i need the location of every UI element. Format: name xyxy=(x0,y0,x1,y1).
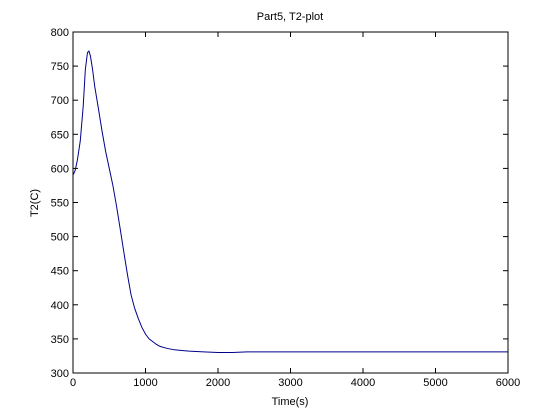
y-axis-label: T2(C) xyxy=(29,189,41,217)
y-tick-label: 800 xyxy=(51,27,69,39)
x-axis-label: Time(s) xyxy=(272,396,309,408)
y-tick-label: 650 xyxy=(51,129,69,141)
y-tick-label: 750 xyxy=(51,61,69,73)
y-tick-label: 550 xyxy=(51,198,69,210)
plot-area xyxy=(72,31,509,374)
x-tick-label: 5000 xyxy=(423,377,447,389)
y-tick-label: 700 xyxy=(51,95,69,107)
axis-ticks: 0 1000 2000 3000 4000 5000 6000 300 350 400 450 500… xyxy=(51,27,521,389)
x-tick-label: 4000 xyxy=(351,377,375,389)
y-tick-label: 500 xyxy=(51,232,69,244)
x-tick-label: 6000 xyxy=(496,377,520,389)
chart-title: Part5, T2-plot xyxy=(257,11,323,23)
x-tick-label: 3000 xyxy=(278,377,302,389)
x-tick-label: 1000 xyxy=(133,377,157,389)
y-tick-label: 450 xyxy=(51,266,69,278)
y-tick-label: 350 xyxy=(51,334,69,346)
series-line xyxy=(72,50,508,354)
x-tick-label: 2000 xyxy=(206,377,230,389)
y-tick-label: 300 xyxy=(51,368,69,380)
y-tick-label: 400 xyxy=(51,300,69,312)
x-tick-label: 0 xyxy=(70,377,76,389)
y-tick-label: 600 xyxy=(51,163,69,175)
